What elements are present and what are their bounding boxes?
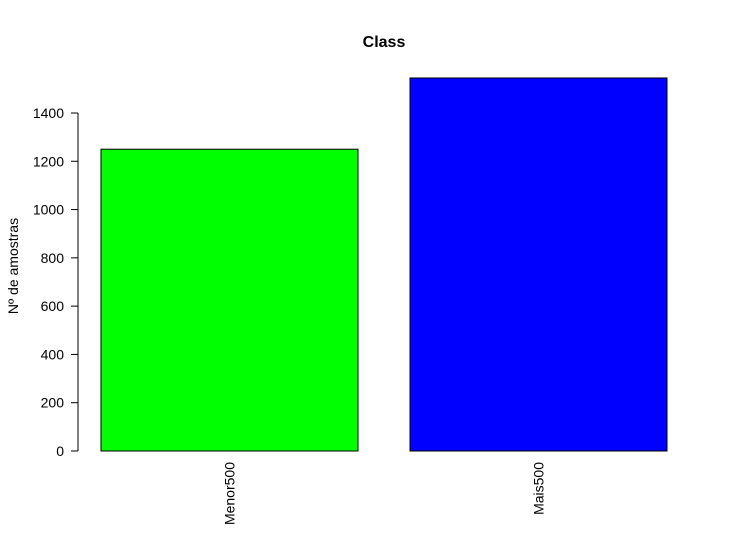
- bar: [409, 77, 668, 452]
- y-tick-label: 0: [56, 443, 64, 459]
- bar: [100, 148, 359, 452]
- chart-title: Class: [363, 34, 406, 51]
- y-tick-label: 600: [41, 298, 65, 314]
- y-tick-label: 200: [41, 395, 65, 411]
- y-tick-label: 800: [41, 250, 65, 266]
- y-tick-label: 400: [41, 346, 65, 362]
- x-tick-label: Mais500: [531, 462, 547, 515]
- y-axis-label: Nº de amostras: [5, 218, 21, 314]
- y-tick-label: 1000: [33, 202, 64, 218]
- y-tick-label: 1200: [33, 153, 64, 169]
- x-tick-label: Menor500: [222, 462, 238, 525]
- y-tick-label: 1400: [33, 105, 64, 121]
